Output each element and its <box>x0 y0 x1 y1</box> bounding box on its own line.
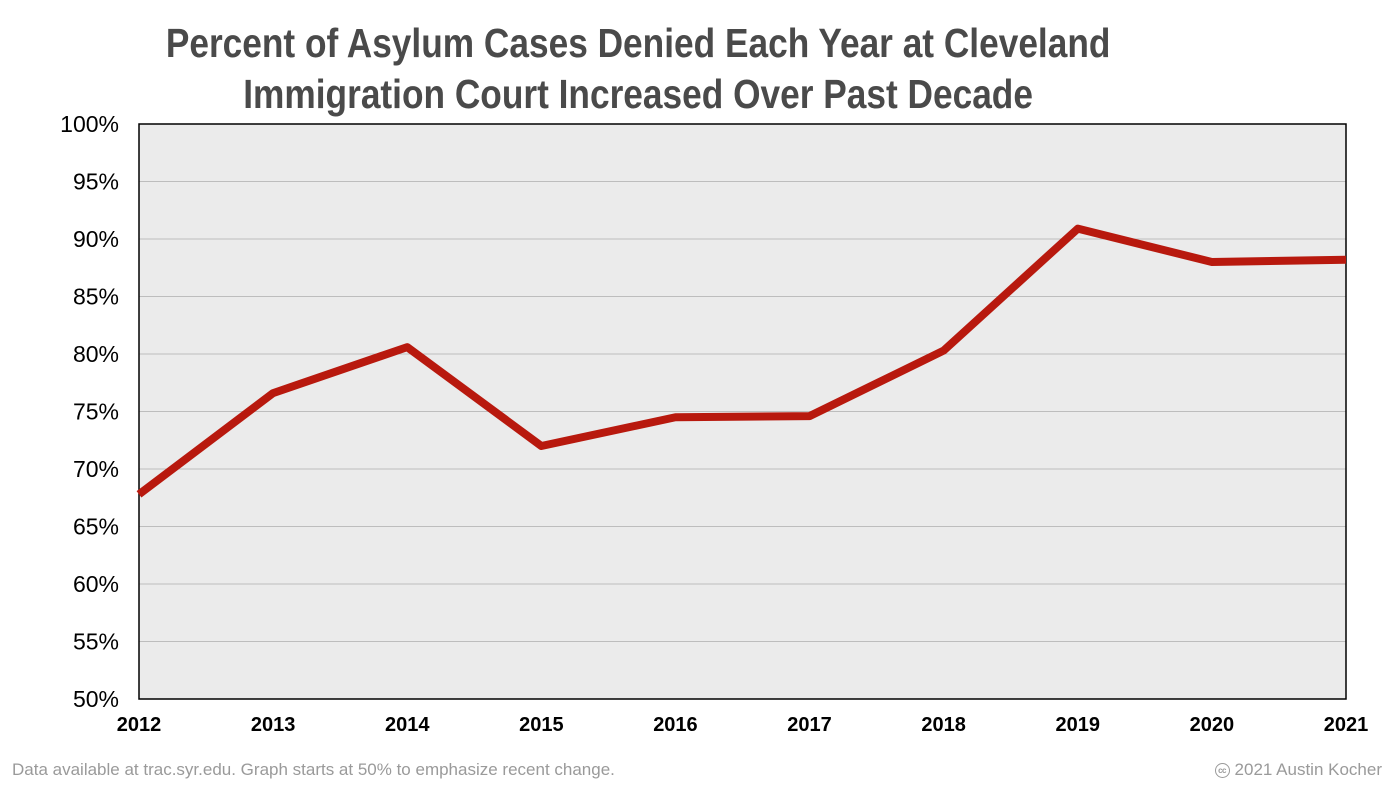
plot-frame <box>138 123 1347 700</box>
chart-title: Percent of Asylum Cases Denied Each Year… <box>0 18 1276 120</box>
x-tick-label: 2016 <box>653 714 698 736</box>
credit: cc 2021 Austin Kocher <box>1214 760 1382 780</box>
source-note: Data available at trac.syr.edu. Graph st… <box>12 760 615 779</box>
y-tick-label: 90% <box>73 226 119 252</box>
x-tick-label: 2013 <box>251 714 296 736</box>
y-tick-label: 70% <box>73 456 119 482</box>
chart-title-line-2: Immigration Court Increased Over Past De… <box>243 71 1033 117</box>
x-tick-label: 2014 <box>385 714 430 736</box>
cc-icon: cc <box>1214 762 1230 778</box>
y-tick-label: 75% <box>73 399 119 425</box>
y-tick-label: 55% <box>73 629 119 655</box>
x-tick-label: 2015 <box>519 714 564 736</box>
credit-text: 2021 Austin Kocher <box>1234 760 1382 779</box>
y-tick-label: 80% <box>73 341 119 367</box>
chart-title-line-1: Percent of Asylum Cases Denied Each Year… <box>165 20 1111 66</box>
y-tick-label: 65% <box>73 514 119 540</box>
y-axis-tick-labels: 50% 55% 60% 65% 70% 75% 80% 85% 90% 95% 100% <box>60 111 119 712</box>
data-points <box>138 228 1347 495</box>
x-tick-label: 2012 <box>117 714 162 736</box>
y-tick-label: 95% <box>73 169 119 195</box>
x-tick-label: 2018 <box>921 714 966 736</box>
y-tick-label: 60% <box>73 571 119 597</box>
series-line <box>136 224 1347 498</box>
gridlines <box>139 181 1346 642</box>
y-tick-label: 100% <box>60 111 119 137</box>
x-tick-label: 2021 <box>1324 714 1369 736</box>
y-tick-label: 85% <box>73 284 119 310</box>
y-tick-label: 50% <box>73 686 119 712</box>
x-tick-label: 2017 <box>787 714 832 736</box>
x-tick-label: 2020 <box>1190 714 1235 736</box>
x-axis-tick-labels: 2012 2013 2014 2015 2016 2017 2018 2019 2020 2021 <box>117 714 1369 736</box>
x-tick-label: 2019 <box>1056 714 1101 736</box>
